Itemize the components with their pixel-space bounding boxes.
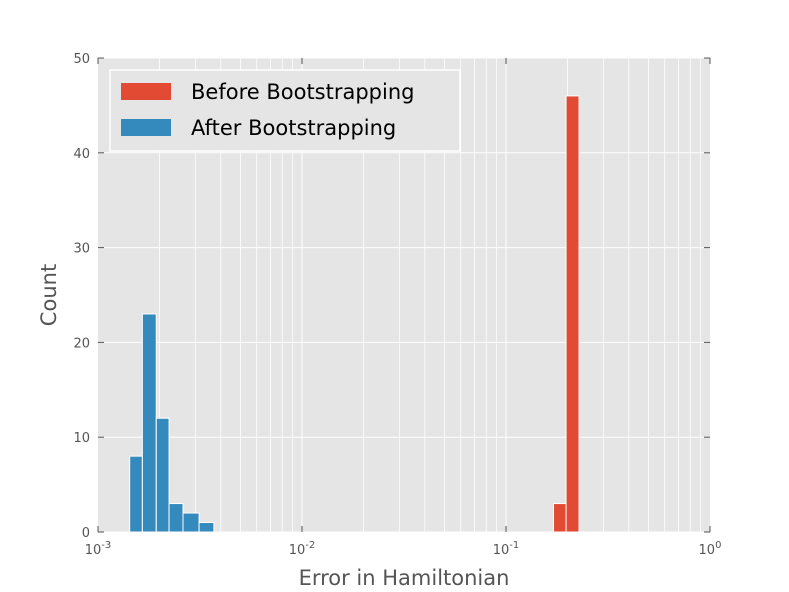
- tick-labels: 10-3 10-2 10-1 100 0 10 20 30 40 50: [73, 52, 721, 558]
- bar-after: [129, 455, 143, 533]
- x-tick-label: 100: [699, 540, 722, 558]
- y-tick-label: 40: [73, 147, 90, 162]
- legend-label-after: After Bootstrapping: [191, 116, 396, 140]
- bar-before: [565, 95, 580, 533]
- bar-after: [141, 313, 157, 533]
- y-axis-title: Count: [37, 264, 61, 326]
- legend-swatch-before: [121, 83, 171, 100]
- y-tick-label: 30: [73, 242, 90, 257]
- x-tick-label: 10-2: [289, 540, 316, 558]
- legend-label-before: Before Bootstrapping: [191, 80, 414, 104]
- y-tick-label: 50: [73, 52, 90, 67]
- bar-before: [553, 503, 567, 533]
- legend: Before Bootstrapping After Bootstrapping: [109, 69, 461, 152]
- x-tick-label: 10-1: [493, 540, 520, 558]
- bar-after: [182, 512, 200, 533]
- y-tick-label: 0: [82, 526, 90, 541]
- bar-after: [155, 417, 170, 533]
- legend-swatch-after: [121, 119, 171, 136]
- x-axis-title: Error in Hamiltonian: [299, 566, 510, 590]
- axis-ticks: [97, 57, 711, 533]
- bar-after: [168, 503, 184, 533]
- y-tick-label: 20: [73, 336, 90, 351]
- bar-after: [198, 522, 215, 533]
- x-tick-label: 10-3: [85, 540, 112, 558]
- y-tick-label: 10: [73, 431, 90, 446]
- bars: [129, 95, 580, 533]
